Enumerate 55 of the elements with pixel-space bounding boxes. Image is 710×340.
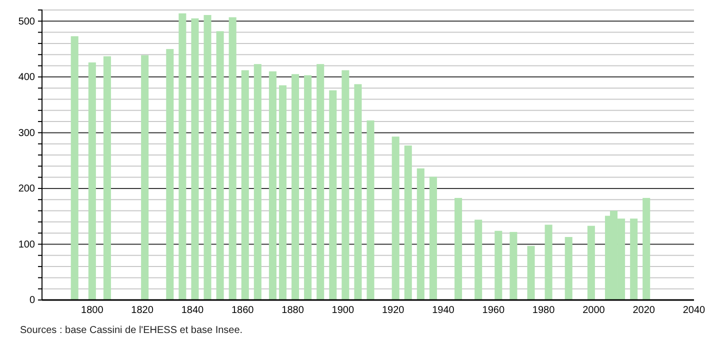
source-note: Sources : base Cassini de l'EHESS et base Insee.: [20, 325, 243, 336]
y-tick-label: 400: [18, 72, 36, 84]
x-tick-label: 1880: [282, 305, 304, 316]
bar: [392, 136, 400, 300]
bar: [103, 56, 111, 300]
bar: [304, 75, 312, 300]
bar: [178, 13, 186, 300]
x-tick-label: 1900: [332, 305, 354, 316]
y-tick-label: 500: [18, 16, 36, 28]
bar: [228, 17, 236, 300]
y-tick-label: 100: [18, 239, 36, 250]
bar: [268, 71, 276, 300]
x-tick-label: 1800: [81, 305, 104, 316]
bar: [642, 198, 650, 300]
bar: [544, 224, 552, 300]
bar: [254, 64, 262, 300]
x-tick-label: 2040: [682, 305, 706, 316]
x-tick-label: 1960: [482, 305, 505, 316]
bar: [88, 62, 96, 300]
x-tick-label: 1860: [231, 305, 254, 316]
bar: [510, 232, 518, 300]
bar: [204, 15, 212, 300]
x-tick-label: 1940: [432, 305, 455, 316]
bar: [404, 146, 412, 300]
bar: [366, 120, 374, 300]
bar: [587, 226, 595, 300]
bar: [292, 74, 300, 300]
x-tick-label: 1920: [382, 305, 405, 316]
bar: [70, 36, 78, 300]
x-tick-label: 1840: [181, 305, 204, 316]
x-tick-label: 2000: [582, 305, 606, 316]
bar: [564, 236, 572, 300]
bar: [241, 70, 249, 300]
bar: [278, 85, 286, 300]
x-tick-label: 1820: [131, 305, 154, 316]
bar: [474, 220, 482, 300]
bar: [630, 218, 638, 300]
x-tick-label: 2020: [632, 305, 656, 316]
bar: [416, 168, 424, 300]
bar: [166, 49, 174, 300]
bar: [527, 246, 535, 300]
bar: [429, 176, 437, 300]
bar: [191, 18, 199, 300]
bar: [342, 70, 350, 300]
bar: [141, 55, 149, 300]
y-tick-label: 0: [29, 295, 36, 306]
y-tick-label: 300: [18, 128, 36, 139]
bar: [454, 198, 462, 300]
bar: [329, 90, 337, 300]
y-tick-label: 200: [18, 184, 36, 195]
bar: [494, 230, 502, 300]
x-tick-label: 1980: [532, 305, 556, 316]
bar: [316, 64, 324, 300]
bar: [216, 31, 224, 300]
bar: [354, 84, 362, 300]
